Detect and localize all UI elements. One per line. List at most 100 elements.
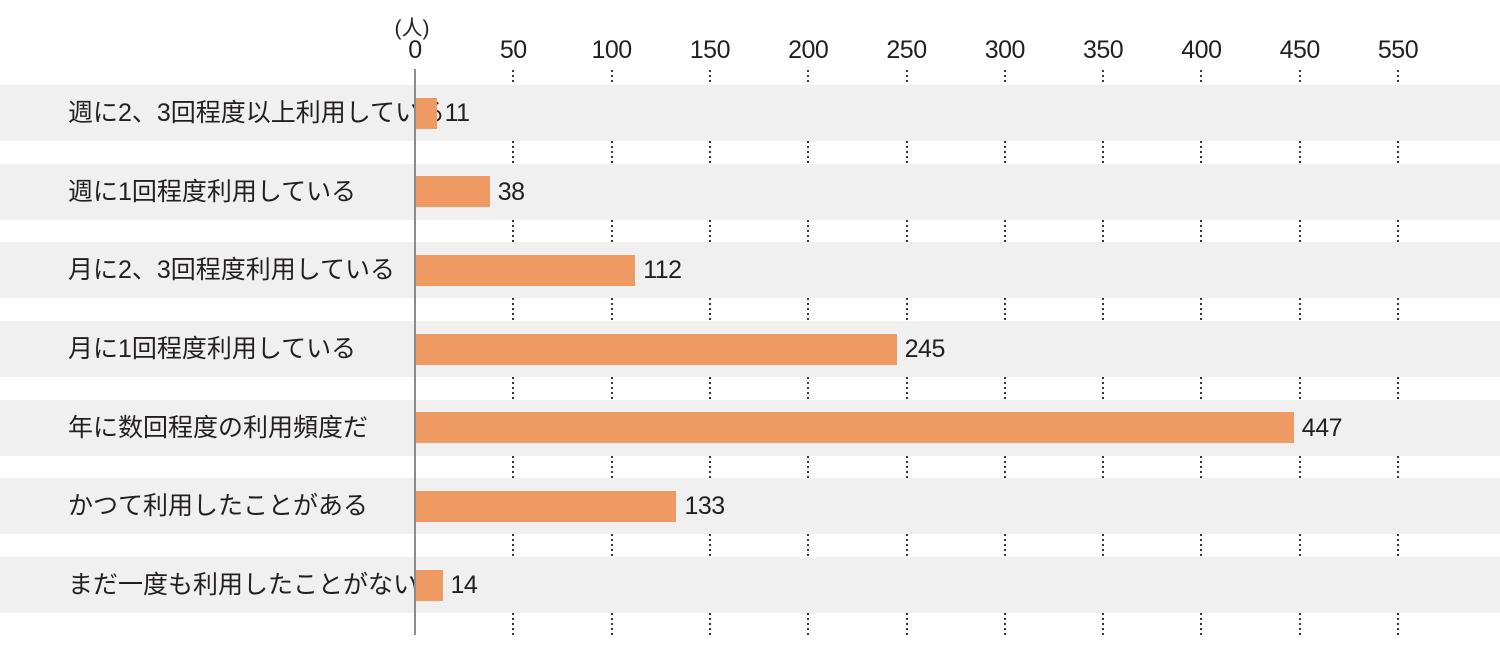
- gridline-segment: [1397, 70, 1399, 85]
- gridline-segment: [1298, 534, 1301, 557]
- value-label: 14: [450, 571, 478, 599]
- gridline-segment: [610, 455, 613, 479]
- gridline-segment: [1003, 70, 1006, 85]
- gridline-segment: [1003, 141, 1006, 164]
- x-tick-label: 150: [689, 36, 731, 64]
- gridline-segment: [1102, 455, 1105, 479]
- gridline-segment: [1298, 219, 1301, 243]
- gridline-segment: [512, 455, 515, 479]
- gridline-segment: [610, 613, 613, 636]
- gridline-segment: [807, 219, 810, 243]
- bar: [415, 97, 437, 129]
- gridline-segment: [1003, 613, 1006, 636]
- gridline-segment: [708, 219, 711, 243]
- gridline-segment: [1102, 534, 1105, 557]
- gridline-segment: [1200, 534, 1203, 557]
- gridline-segment: [610, 377, 613, 400]
- y-axis-line: [414, 69, 416, 635]
- gridline-segment: [1003, 298, 1006, 321]
- gridline-segment: [1298, 455, 1301, 479]
- gridline-segment: [1102, 141, 1105, 164]
- value-label: 112: [643, 256, 682, 285]
- gridline-segment: [512, 613, 515, 636]
- gridline-segment: [1397, 141, 1399, 164]
- gridline-segment: [708, 455, 711, 479]
- gridline-segment: [905, 298, 908, 321]
- gridline-segment: [610, 298, 613, 321]
- gridline-segment: [905, 534, 908, 557]
- gridline-segment: [1298, 70, 1301, 85]
- gridline-segment: [1298, 141, 1301, 164]
- gridline-segment: [1102, 377, 1105, 400]
- gridline-segment: [1200, 219, 1203, 243]
- gridline-segment: [807, 70, 810, 85]
- gridline-segment: [610, 70, 613, 85]
- category-label: 月に1回程度利用している: [68, 335, 357, 363]
- gridline-segment: [905, 455, 908, 479]
- gridline-segment: [1397, 219, 1399, 243]
- bar: [415, 254, 636, 286]
- bar: [415, 333, 897, 365]
- gridline-segment: [708, 613, 711, 636]
- gridline-segment: [512, 298, 515, 321]
- gridline-segment: [512, 219, 515, 243]
- gridline-segment: [905, 219, 908, 243]
- category-label: 年に数回程度の利用頻度だ: [68, 413, 369, 442]
- bar: [415, 412, 1294, 444]
- gridline-segment: [1397, 613, 1399, 636]
- row-band: [0, 163, 1500, 220]
- gridline-segment: [1102, 298, 1105, 321]
- gridline-segment: [512, 534, 515, 557]
- bar: [415, 569, 443, 601]
- row-band: [0, 85, 1500, 141]
- gridline-segment: [1003, 377, 1006, 400]
- category-label: まだ一度も利用したことがない: [68, 571, 419, 599]
- gridline-segment: [905, 613, 908, 636]
- x-tick-label: 550: [1377, 36, 1419, 64]
- gridline-segment: [1003, 455, 1006, 479]
- gridline-segment: [1200, 298, 1203, 321]
- gridline-segment: [905, 70, 908, 85]
- x-tick-label: 450: [1279, 36, 1321, 64]
- bar: [415, 490, 677, 522]
- row-band: [0, 557, 1500, 613]
- x-tick-label: 200: [788, 36, 829, 64]
- gridline-segment: [1200, 377, 1203, 400]
- gridline-segment: [807, 455, 810, 479]
- gridline-segment: [708, 70, 711, 85]
- gridline-segment: [610, 534, 613, 557]
- axis-unit-label: (人): [394, 17, 430, 40]
- gridline-segment: [1200, 141, 1203, 164]
- gridline-segment: [1102, 613, 1105, 636]
- gridline-segment: [1298, 377, 1301, 400]
- value-label: 11: [444, 99, 470, 127]
- gridline-segment: [1200, 70, 1203, 85]
- x-tick-label: 50: [499, 36, 527, 64]
- gridline-segment: [905, 377, 908, 400]
- value-label: 447: [1301, 413, 1343, 442]
- category-label: かつて利用したことがある: [68, 492, 369, 521]
- gridline-segment: [1298, 298, 1301, 321]
- x-tick-label: 100: [591, 36, 632, 64]
- value-label: 38: [497, 177, 525, 206]
- gridline-segment: [807, 377, 810, 400]
- gridline-segment: [610, 219, 613, 243]
- gridline-segment: [1397, 455, 1399, 479]
- x-tick-label: 350: [1082, 36, 1124, 64]
- gridline-segment: [1003, 534, 1006, 557]
- gridline-segment: [512, 141, 515, 164]
- bar: [415, 176, 490, 208]
- gridline-segment: [807, 141, 810, 164]
- gridline-segment: [708, 377, 711, 400]
- x-tick-label: 400: [1181, 36, 1222, 64]
- gridline-segment: [1200, 455, 1203, 479]
- x-tick-label: 300: [984, 36, 1026, 64]
- gridline-segment: [1200, 613, 1203, 636]
- gridline-segment: [1102, 219, 1105, 243]
- gridline-segment: [807, 298, 810, 321]
- gridline-segment: [1298, 613, 1301, 636]
- gridline-segment: [512, 70, 515, 85]
- row-band: [0, 478, 1500, 535]
- category-label: 週に1回程度利用している: [68, 177, 357, 206]
- category-label: 週に2、3回程度以上利用している: [68, 99, 446, 127]
